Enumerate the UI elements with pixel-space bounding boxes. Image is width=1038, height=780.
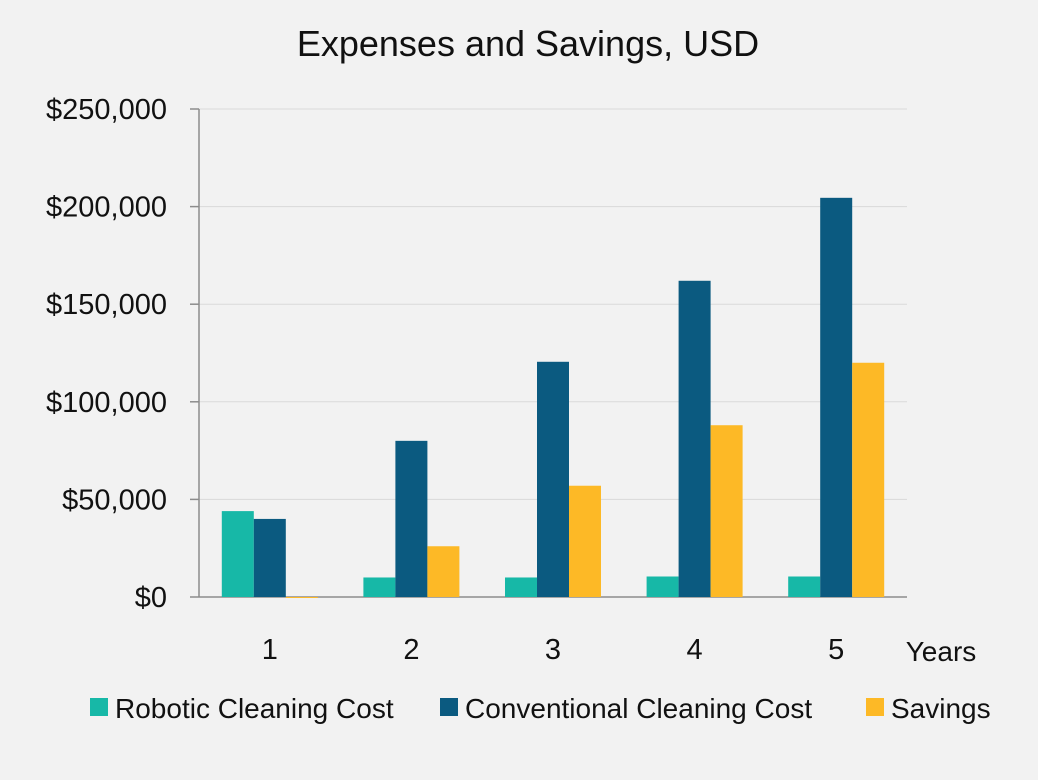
x-tick-label: 2 (403, 634, 419, 666)
y-tick-label: $150,000 (46, 289, 167, 321)
x-tick-labels: 1 2 3 4 5 (262, 634, 845, 666)
x-tick-label: 3 (545, 634, 561, 666)
y-tick-labels: $0 $50,000 $100,000 $150,000 $200,000 $250,00… (46, 94, 167, 614)
y-tick-label: $0 (135, 582, 167, 614)
y-tick-label: $250,000 (46, 94, 167, 126)
legend-swatch (866, 698, 884, 716)
bar-savings (569, 485, 602, 597)
bar-robotic-cleaning-cost (221, 511, 254, 597)
bars (221, 197, 885, 598)
bar-savings (285, 597, 318, 598)
legend-label: Savings (891, 693, 991, 724)
legend-label: Conventional Cleaning Cost (465, 693, 812, 724)
bar-robotic-cleaning-cost (363, 577, 396, 597)
bar-conventional-cleaning-cost (395, 440, 428, 597)
legend-swatch (440, 698, 458, 716)
y-tick-label: $200,000 (46, 192, 167, 224)
bar-savings (852, 362, 885, 597)
y-tick-label: $100,000 (46, 387, 167, 419)
bar-conventional-cleaning-cost (820, 197, 853, 598)
y-tick-label: $50,000 (62, 484, 167, 516)
legend: Robotic Cleaning Cost Conventional Cleani… (90, 693, 991, 724)
bar-robotic-cleaning-cost (646, 576, 679, 597)
bar-robotic-cleaning-cost (504, 577, 537, 597)
bar-savings (710, 425, 743, 597)
x-tick-label: 4 (687, 634, 703, 666)
x-tick-label: 1 (262, 634, 278, 666)
legend-label: Robotic Cleaning Cost (115, 693, 394, 724)
bar-conventional-cleaning-cost (536, 361, 570, 597)
bar-savings (427, 546, 460, 597)
bar-conventional-cleaning-cost (253, 518, 286, 597)
x-axis-label: Years (906, 636, 977, 667)
x-tick-label: 5 (828, 634, 844, 666)
gridlines (199, 108, 907, 500)
legend-swatch (90, 698, 108, 716)
bar-conventional-cleaning-cost (678, 280, 711, 597)
bar-robotic-cleaning-cost (788, 576, 821, 597)
chart-title: Expenses and Savings, USD (297, 23, 759, 64)
